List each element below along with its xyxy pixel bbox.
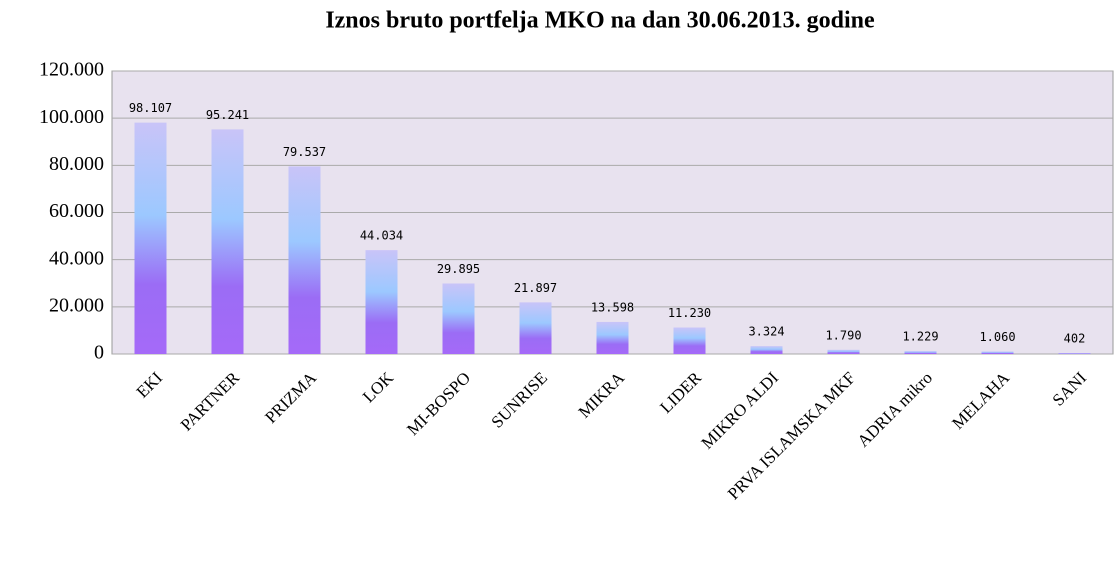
data-label: 79.537 xyxy=(283,145,326,159)
data-label: 29.895 xyxy=(437,262,480,276)
x-tick-label: ADRIA mikro xyxy=(854,368,937,451)
x-tick-label: MI-BOSPO xyxy=(403,368,474,439)
data-label: 1.790 xyxy=(825,328,861,342)
bar xyxy=(827,349,860,354)
bar xyxy=(211,129,244,354)
y-tick-label: 40.000 xyxy=(49,247,104,269)
bar xyxy=(750,346,783,354)
y-tick-label: 100.000 xyxy=(39,106,104,128)
data-label: 13.598 xyxy=(591,300,634,314)
x-tick-label: MELAHA xyxy=(948,368,1013,433)
x-tick-label: PRVA ISLAMSKA MKF xyxy=(724,368,859,503)
bar xyxy=(519,302,552,354)
y-tick-label: 60.000 xyxy=(49,200,104,222)
y-tick-label: 20.000 xyxy=(49,294,104,316)
x-tick-label: LOK xyxy=(359,368,398,407)
x-tick-label: SANI xyxy=(1049,368,1091,410)
x-tick-label: EKI xyxy=(133,368,167,402)
bar xyxy=(673,327,706,354)
data-label: 1.060 xyxy=(979,330,1015,344)
x-tick-label: MIKRO ALDI xyxy=(698,368,783,453)
x-tick-label: MIKRA xyxy=(575,368,629,422)
x-tick-label: PARTNER xyxy=(177,368,244,435)
y-tick-label: 0 xyxy=(94,342,104,364)
bar xyxy=(904,351,937,354)
bar xyxy=(365,250,398,354)
data-label: 44.034 xyxy=(360,229,403,243)
data-label: 95.241 xyxy=(206,108,249,122)
chart-title: Iznos bruto portfelja MKO na dan 30.06.2… xyxy=(325,8,875,34)
data-label: 98.107 xyxy=(129,101,172,115)
data-label: 11.230 xyxy=(668,306,711,320)
bar xyxy=(134,122,167,355)
data-label: 21.897 xyxy=(514,281,557,295)
y-tick-label: 80.000 xyxy=(49,153,104,175)
x-tick-label: SUNRISE xyxy=(488,368,552,432)
x-tick-label: LIDER xyxy=(656,368,705,417)
bar xyxy=(596,321,629,354)
bar xyxy=(1058,353,1091,354)
data-label: 3.324 xyxy=(748,325,784,339)
data-label: 402 xyxy=(1064,332,1086,346)
bar xyxy=(981,351,1014,354)
x-tick-label: PRIZMA xyxy=(261,368,320,427)
bar xyxy=(442,283,475,354)
data-label: 1.229 xyxy=(902,330,938,344)
y-tick-label: 120.000 xyxy=(39,59,104,81)
bar xyxy=(288,166,321,354)
